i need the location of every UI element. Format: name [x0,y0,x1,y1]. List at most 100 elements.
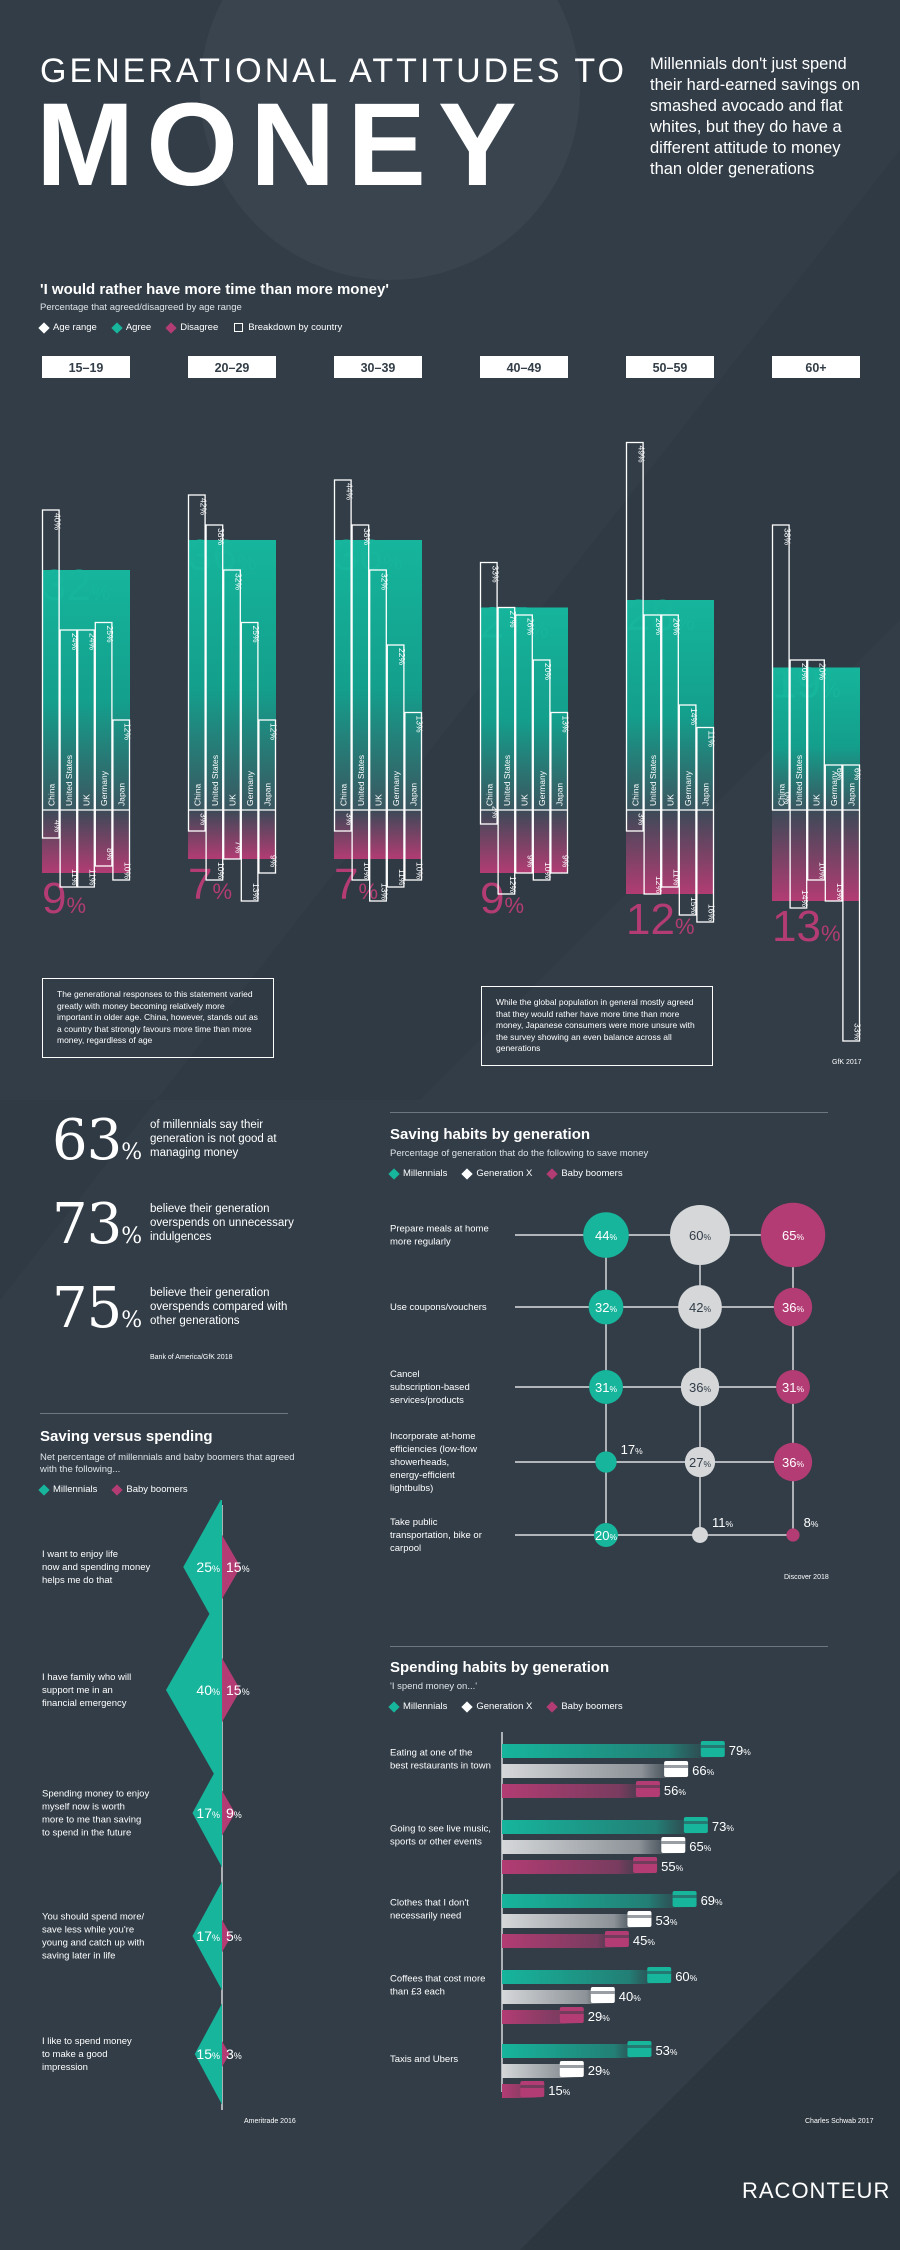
country-bar [479,561,498,825]
card-stripe [661,1841,686,1844]
country-disagree-value: 10% [362,862,372,879]
diamond-icon [38,1483,50,1496]
country-disagree-value: 13% [380,883,390,900]
country-bar [515,614,533,874]
disagree-bar [626,810,714,894]
agree-bar [626,600,714,810]
stat-text: believe their generation overspends on u… [150,1203,294,1243]
legend-genx: Generation X [461,1167,532,1180]
card-stripe [590,1991,615,1994]
time-money-legend: Age range Agree Disagree Breakdown by co… [38,321,342,334]
legend-millennials: Millennials [388,1167,447,1180]
stat-percent: % [121,1224,143,1249]
saving-vs-spending-chart: 25% 15%I want to enjoy life now and spendi… [42,1500,250,2110]
saving-habits-legend: Millennials Generation X Baby boomers [388,1167,623,1180]
country-disagree-value: 11% [70,869,80,886]
country-bar [497,606,516,895]
note-left: The generational responses to this state… [42,978,274,1058]
saving-vs-spending-title: Saving versus spending [40,1428,213,1445]
card-icon [590,1987,615,2003]
habit-value: 11% [712,1515,734,1530]
country-bar [333,479,352,832]
habit-value: 32% [595,1300,617,1315]
intro-text: Millennials don't just spend their hard-… [650,55,861,178]
agree-value-label: 32% [42,561,111,610]
spend-bar [502,1894,697,1908]
age-range-label: 20–29 [215,361,250,375]
country-bar [824,764,843,902]
stat-value: 73 [52,1192,122,1257]
country-agree-value: 12% [123,723,133,740]
saving-habits-chart: Prepare meals at home more regularly 44% 60… [390,1202,826,1554]
millennials-diamond [192,1758,222,1868]
country-name: UK [666,794,676,806]
disagree-value-label: 9% [480,874,524,923]
habit-value: 20% [595,1528,617,1543]
spend-bar [502,1784,660,1798]
country-agree-value: 11% [707,731,717,748]
age-range-label: 40–49 [507,361,542,375]
diamond-icon [165,321,177,334]
statement-label: You should spend more/save less while yo… [42,1912,144,1962]
diamond-icon [461,1700,474,1713]
page-title: GENERATIONAL ATTITUDES TO [40,52,627,90]
habit-label: Take public transportation, bike or carpoo… [390,1517,482,1554]
spend-bar [502,1970,672,1984]
spend-bar [502,1914,652,1928]
country-disagree-value: 7% [234,841,244,854]
spending-habits-title: Spending habits by generation [390,1659,610,1676]
country-agree-value: 20% [818,663,828,680]
boomers-value: 15% [226,1682,250,1698]
country-name: United States [502,755,512,806]
spend-value: 66% [692,1763,714,1778]
spend-value: 29% [588,2009,610,2024]
habit-value: 42% [689,1300,711,1315]
diamond-icon [111,1483,124,1496]
stat-value: 75 [52,1276,122,1341]
agree-bar [42,570,130,810]
legend-boomers: Baby boomers [546,1167,623,1180]
country-agree-value: 32% [234,573,244,590]
country-disagree-value: 12% [508,876,518,893]
country-agree-value: 20% [800,663,810,680]
country-disagree-value: 11% [88,869,98,886]
agree-bar [188,540,276,810]
country-disagree-value: 8% [105,848,115,861]
stat-value: 63 [52,1108,122,1173]
country-bar [240,621,259,902]
country-disagree-value: 9% [561,855,571,868]
habit-bubble [670,1205,730,1265]
millennials-diamond [192,1881,222,1991]
country-bar [59,629,78,888]
habit-value: 31% [595,1380,617,1395]
habit-label: Cancel subscription-based services/product… [390,1369,470,1406]
country-agree-value: 38% [362,528,372,545]
disagree-bar [188,810,276,859]
spend-value: 45% [633,1933,655,1948]
legend-millennials: Millennials [38,1483,97,1496]
card-stripe [627,1915,652,1918]
country-disagree-value: 13% [251,883,261,900]
legend-country: Breakdown by country [234,322,342,333]
spend-label: Taxis and Ubers [390,2054,458,2065]
card-icon [633,1857,658,1873]
country-name: UK [520,794,530,806]
country-name: UK [228,794,238,806]
legend-agree: Agree [111,321,151,334]
card-icon [559,2061,584,2077]
source-boa: Bank of America/GfK 2018 [150,1354,233,1361]
spend-bar [502,1764,689,1778]
habit-bubble [595,1451,617,1473]
card-stripe [559,2065,584,2068]
country-disagree-value: 0% [782,792,792,805]
country-name: United States [356,755,366,806]
agree-bar [480,607,568,810]
spend-value: 55% [661,1859,683,1874]
country-name: UK [82,794,92,806]
country-disagree-value: 14% [800,890,810,907]
agree-bar [334,540,422,810]
habit-label: Incorporate at-home efficiencies (low-flo… [390,1431,477,1494]
statement-label: I like to spend money to make a good impre… [42,2036,132,2073]
habit-bubble [684,1446,716,1478]
country-name: United States [64,755,74,806]
